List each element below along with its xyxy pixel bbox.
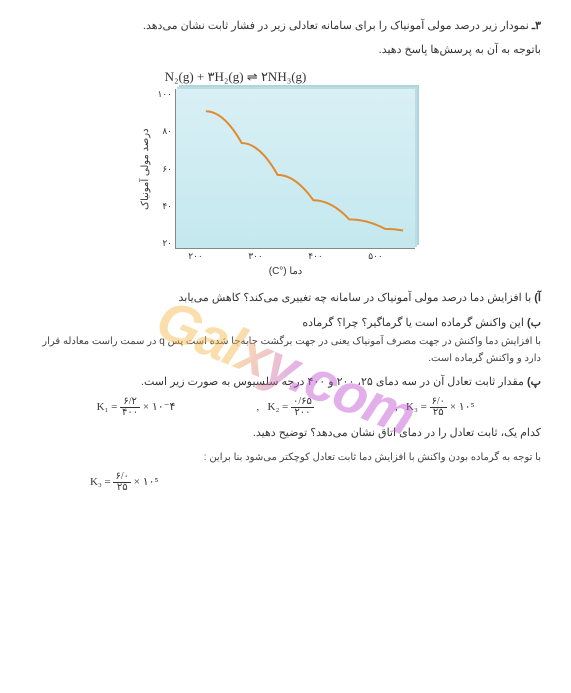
k2: , K₂ = ۰/۶۵۲۰۰ (257, 397, 314, 418)
y-axis-ticks: ۱۰۰ ۸۰ ۶۰ ۴۰ ۲۰ (155, 89, 176, 249)
k3: , K₃ = ۶/۰۲۵ × ۱۰⁵ (395, 397, 474, 418)
part-a-label: آ) (534, 292, 541, 304)
answers-section: آ) با افزایش دما درصد مولی آمونیاک در سا… (30, 289, 541, 493)
final-k-den: ۲۵ (113, 483, 131, 493)
k3-label: K₃ = (406, 401, 427, 413)
question-line-2: باتوجه به آن به پرسش‌ها پاسخ دهید. (30, 42, 541, 60)
part-b: ب) این واکنش گرماده است یا گرماگیر؟ چرا؟… (30, 314, 541, 367)
final-question: کدام یک، ثابت تعادل را در دمای اتاق نشان… (30, 424, 541, 443)
reaction-equation: N₂(g) + ۳H₂(g) ⇌ ۲NH₃(g) (30, 69, 541, 85)
question-text-1: نمودار زیر درصد مولی آمونیاک را برای سام… (143, 20, 529, 32)
final-answer: با توجه به گرماده بودن واکنش با افزایش د… (30, 449, 541, 466)
chart-plot-area (175, 89, 415, 249)
final-k-exp: × ۱۰⁵ (134, 476, 159, 488)
k3-exp: × ۱۰⁵ (450, 401, 475, 413)
part-b-explain: با افزایش دما واکنش در جهت مصرف آمونیاک … (30, 333, 541, 367)
x-tick: ۲۰۰ (188, 251, 203, 262)
question-line-1: ۳ـ نمودار زیر درصد مولی آمونیاک را برای … (30, 18, 541, 36)
k-values-row: K₁ = ۶/۲۴۰۰ × ۱۰⁻۴ , K₂ = ۰/۶۵۲۰۰ , K₃ =… (56, 397, 515, 418)
y-axis-label: درصد مولی آمونیاک (136, 89, 155, 249)
k1-label: K₁ = (97, 401, 118, 413)
chart-container: درصد مولی آمونیاک ۱۰۰ ۸۰ ۶۰ ۴۰ ۲۰ ۲۰۰ ۳۰… (136, 89, 436, 277)
y-tick: ۸۰ (158, 126, 173, 137)
question-number: ۳ـ (532, 20, 541, 32)
chart-curve (176, 89, 415, 248)
k2-label: K₂ = (268, 401, 289, 413)
part-p-label: پ) (527, 376, 541, 388)
final-k: K₃ = ۶/۰۲۵ × ۱۰⁵ (90, 472, 541, 493)
k1-den: ۴۰۰ (120, 408, 140, 418)
k1: K₁ = ۶/۲۴۰۰ × ۱۰⁻۴ (97, 397, 176, 418)
k3-den: ۲۵ (430, 408, 448, 418)
x-axis-ticks: ۲۰۰ ۳۰۰ ۴۰۰ ۵۰۰ (166, 249, 406, 262)
final-k-label: K₃ = (90, 476, 111, 488)
part-p: پ) مقدار ثابت تعادل آن در سه دمای ۲۵، ۲۰… (30, 373, 541, 392)
y-tick: ۴۰ (158, 201, 173, 212)
y-tick: ۶۰ (158, 164, 173, 175)
y-tick: ۲۰ (158, 238, 173, 249)
part-a: آ) با افزایش دما درصد مولی آمونیاک در سا… (30, 289, 541, 308)
part-b-label: ب) (527, 317, 541, 329)
y-tick: ۱۰۰ (158, 89, 173, 100)
part-p-text: مقدار ثابت تعادل آن در سه دمای ۲۵، ۲۰۰ و… (141, 376, 524, 388)
k1-exp: × ۱۰⁻۴ (143, 401, 175, 413)
part-a-text: با افزایش دما درصد مولی آمونیاک در سامان… (179, 292, 532, 304)
x-tick: ۳۰۰ (248, 251, 263, 262)
x-tick: ۴۰۰ (308, 251, 323, 262)
part-b-text: این واکنش گرماده است یا گرماگیر؟ چرا؟ گر… (302, 317, 524, 329)
x-axis-label: دما (°C) (136, 266, 436, 277)
k2-den: ۲۰۰ (291, 408, 314, 418)
x-tick: ۵۰۰ (368, 251, 383, 262)
